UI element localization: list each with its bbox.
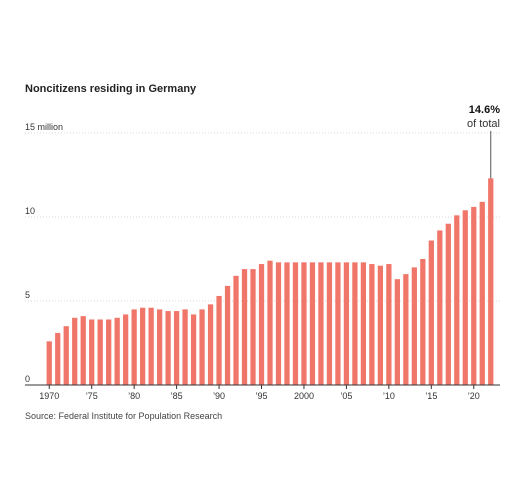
bar: [241, 269, 248, 385]
x-tick-label: ’15: [425, 391, 437, 401]
x-tick-label: ’80: [128, 391, 140, 401]
bar: [284, 262, 290, 385]
bar: [377, 265, 384, 385]
x-tick-label: ’05: [340, 391, 352, 401]
bar: [199, 309, 205, 385]
bar: [216, 295, 222, 385]
bar: [55, 332, 61, 385]
bar: [97, 319, 103, 385]
x-tick-label: 1970: [39, 391, 59, 401]
bar: [318, 262, 324, 385]
x-tick-label: 2000: [294, 391, 314, 401]
bar: [80, 316, 86, 385]
bar: [326, 262, 333, 385]
bar: [437, 230, 443, 385]
bar: [301, 262, 307, 385]
bar: [46, 341, 52, 385]
y-tick-label: 5: [25, 290, 30, 300]
bar: [403, 274, 409, 385]
y-tick-label: 0: [25, 374, 30, 384]
bar: [428, 240, 434, 385]
bar: [123, 314, 129, 385]
bar: [190, 314, 197, 385]
bar: [445, 223, 451, 385]
bar: [182, 309, 188, 385]
bar: [275, 262, 282, 385]
bar: [140, 307, 146, 385]
bar: [394, 279, 400, 385]
bar: [488, 178, 494, 385]
bar: [454, 215, 460, 385]
bars: [46, 178, 494, 385]
bar: [173, 311, 180, 385]
bar: [156, 309, 163, 385]
bar: [292, 262, 299, 385]
bar: [267, 260, 273, 385]
bar: [471, 206, 477, 385]
bar: [224, 285, 231, 385]
bar: [106, 319, 112, 385]
x-axis: 1970 ’75 ’80 ’85 ’90 ’95 2000 ’05 ’10 ’15 ’20: [39, 385, 480, 401]
y-tick-label: 10: [25, 206, 35, 216]
bar: [360, 262, 367, 385]
bar: [369, 264, 375, 385]
bar: [258, 264, 265, 385]
bar: [89, 319, 95, 385]
bar: [131, 309, 137, 385]
bar: [250, 269, 256, 385]
x-tick-label: ’90: [213, 391, 225, 401]
bar: [233, 275, 239, 385]
bar: [479, 201, 485, 385]
bar: [114, 317, 120, 385]
bar: [72, 317, 78, 385]
bar: [343, 262, 350, 385]
chart-title: Noncitizens residing in Germany: [25, 83, 197, 95]
bar: [309, 262, 316, 385]
annotation-value: 14.6%: [469, 104, 500, 116]
x-tick-label: ’10: [383, 391, 395, 401]
bar: [63, 326, 69, 385]
bar: [462, 210, 468, 385]
y-tick-label: 15 million: [25, 122, 63, 132]
bar: [352, 262, 358, 385]
bar: [148, 307, 154, 385]
source-note: Source: Federal Institute for Population…: [25, 411, 222, 421]
bar: [165, 311, 171, 385]
x-tick-label: ’75: [86, 391, 98, 401]
x-tick-label: ’95: [256, 391, 268, 401]
bar: [207, 304, 214, 385]
y-axis: 0 5 10 15 million: [25, 122, 63, 384]
annotation-label: of total: [467, 118, 500, 130]
x-tick-label: ’20: [468, 391, 480, 401]
bar: [420, 259, 426, 385]
x-tick-label: ’85: [171, 391, 183, 401]
bar: [335, 262, 341, 385]
bar: [386, 264, 392, 385]
bar: [411, 267, 417, 385]
